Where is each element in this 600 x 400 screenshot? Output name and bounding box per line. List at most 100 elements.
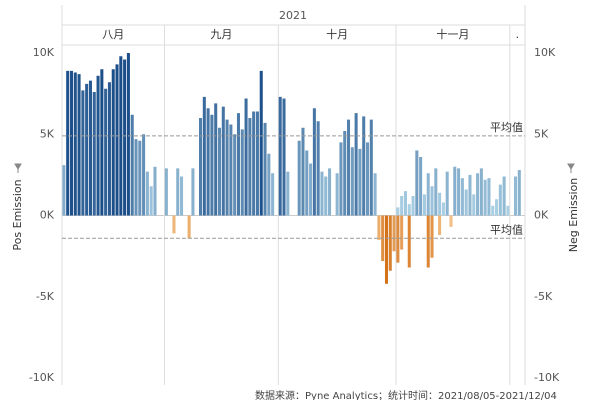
pos-bar xyxy=(479,168,483,216)
neg-bar xyxy=(438,215,442,235)
pos-bar xyxy=(415,150,419,216)
y-tick-label: 5K xyxy=(40,127,55,140)
pos-bar xyxy=(134,139,138,216)
pos-bar xyxy=(457,168,461,216)
pos-bar xyxy=(153,166,157,216)
neg-bar xyxy=(430,215,434,258)
pos-bar xyxy=(407,204,411,216)
pos-bar xyxy=(202,96,206,216)
pos-bar xyxy=(282,98,286,216)
pos-bar xyxy=(145,171,149,216)
pos-bar xyxy=(107,82,111,216)
pos-bar xyxy=(476,173,480,216)
month-label: 十月 xyxy=(326,27,348,41)
y2-tick-label: -5K xyxy=(534,290,553,303)
pos-bar xyxy=(419,157,423,216)
pos-bar xyxy=(199,118,203,216)
pos-bar xyxy=(373,173,377,216)
neg-bar xyxy=(426,215,430,268)
month-label: . xyxy=(516,28,520,41)
pos-bar xyxy=(206,108,210,216)
pos-bar xyxy=(240,129,244,216)
pos-bar xyxy=(502,176,506,216)
y2-tick-label: 5K xyxy=(534,127,549,140)
pos-bar xyxy=(259,70,263,216)
pos-bar xyxy=(328,168,332,216)
pos-bar xyxy=(210,114,214,216)
pos-bar xyxy=(320,171,324,216)
pos-bar xyxy=(350,147,354,216)
pos-bar xyxy=(301,127,305,216)
pos-bar xyxy=(335,173,339,216)
pos-bar xyxy=(104,88,108,216)
pos-bar xyxy=(286,171,290,216)
source-note: 数据来源：Pyne Analytics；统计时间：2021/08/05-2021… xyxy=(255,389,557,400)
y-axis-title: Pos Emission xyxy=(11,179,24,250)
pos-bar xyxy=(305,150,309,216)
pos-bar xyxy=(430,186,434,216)
pos-bar xyxy=(339,142,343,216)
pos-bar xyxy=(347,119,351,216)
pos-bar xyxy=(464,189,468,216)
pos-bar xyxy=(411,196,415,216)
y-tick-label: -5K xyxy=(36,290,55,303)
pos-bar xyxy=(214,103,218,216)
pos-bar xyxy=(396,207,400,216)
y-tick-label: -10K xyxy=(29,371,55,384)
year-header: 2021 xyxy=(279,9,307,22)
pin-icon xyxy=(567,163,575,173)
pos-bar xyxy=(236,113,240,216)
pos-bar xyxy=(100,69,104,216)
pos-bar xyxy=(517,170,521,216)
pos-bar xyxy=(130,114,134,216)
pos-bar xyxy=(297,140,301,216)
pos-bar xyxy=(309,163,313,216)
neg-bar xyxy=(187,215,191,239)
reference-label: 平均值 xyxy=(490,223,523,236)
y2-tick-label: -10K xyxy=(534,371,560,384)
pos-bar xyxy=(149,186,153,216)
neg-bar xyxy=(384,215,388,284)
neg-bar xyxy=(449,215,453,227)
pos-bar xyxy=(422,194,426,216)
pos-bar xyxy=(229,124,233,216)
pos-bar xyxy=(445,171,449,216)
pos-bar xyxy=(225,119,229,216)
pos-bar xyxy=(453,166,457,216)
neg-bar xyxy=(400,215,404,250)
pos-bar xyxy=(111,69,115,216)
pos-bar xyxy=(400,196,404,216)
pos-bar xyxy=(233,134,237,216)
pos-bar xyxy=(426,173,430,216)
pos-bar xyxy=(441,202,445,216)
pos-bar xyxy=(123,59,127,216)
pos-bar xyxy=(176,168,180,216)
pos-bar xyxy=(487,178,491,216)
pos-bar xyxy=(255,111,259,216)
neg-bar xyxy=(172,215,176,234)
pos-bar xyxy=(66,70,70,216)
pos-bar xyxy=(180,176,184,216)
pos-bar xyxy=(115,64,119,216)
pos-bar xyxy=(434,168,438,216)
pos-bar xyxy=(263,122,267,216)
month-label: 九月 xyxy=(210,28,232,41)
pin-icon xyxy=(14,163,22,173)
pos-bar xyxy=(460,178,464,216)
pos-bar xyxy=(77,74,81,216)
y2-tick-label: 0K xyxy=(534,209,549,222)
pos-bar xyxy=(271,173,275,216)
pos-bar xyxy=(468,174,472,216)
pos-bar xyxy=(365,142,370,216)
pos-bar xyxy=(403,191,407,216)
pos-bar xyxy=(491,205,495,216)
y2-axis-title: Neg Emission xyxy=(567,178,580,252)
pos-bar xyxy=(164,168,168,216)
pos-bar xyxy=(81,90,85,216)
pos-bar xyxy=(217,127,222,216)
reference-label: 平均值 xyxy=(490,121,523,134)
pos-bar xyxy=(138,140,142,216)
pos-bar xyxy=(221,106,225,216)
pos-bar xyxy=(495,199,499,216)
